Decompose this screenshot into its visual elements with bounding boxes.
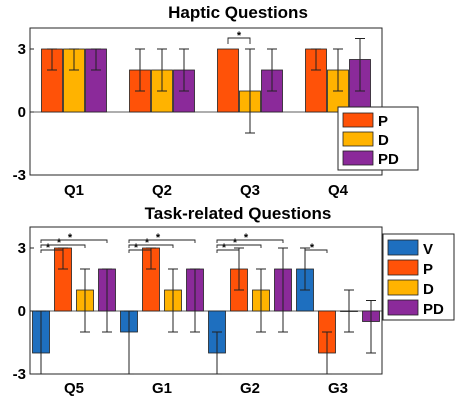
significance-bracket <box>40 239 108 243</box>
legend-swatch <box>342 131 374 147</box>
significance-bracket <box>128 244 174 248</box>
significance-star: * <box>222 242 227 254</box>
significance-bracket <box>128 239 196 243</box>
significance-star: * <box>156 232 161 244</box>
legend-label: PD <box>423 301 444 318</box>
bar <box>217 48 239 113</box>
category-label: Q2 <box>152 182 172 199</box>
category-label: Q3 <box>240 182 260 199</box>
significance-star: * <box>244 232 249 244</box>
significance-bracket <box>216 249 240 253</box>
significance-star: * <box>134 242 139 254</box>
legend-label: P <box>423 261 433 278</box>
category-label: Q5 <box>64 380 84 397</box>
chart-title: Haptic Questions <box>168 3 308 22</box>
legend-swatch <box>387 239 419 256</box>
significance-bracket <box>40 244 86 248</box>
legend-label: D <box>423 281 434 298</box>
legend-label: P <box>378 113 388 130</box>
significance-star: * <box>145 237 150 249</box>
significance-bracket <box>216 244 262 248</box>
plot-area <box>29 226 383 375</box>
legend-swatch <box>342 150 374 166</box>
significance-bracket <box>216 239 284 243</box>
y-tick-label: -3 <box>13 167 26 184</box>
category-label: Q1 <box>64 182 84 199</box>
category-label: G2 <box>240 380 260 397</box>
y-tick-label: 0 <box>18 303 26 320</box>
y-tick-label: 3 <box>18 41 26 58</box>
significance-bracket <box>227 37 251 44</box>
legend-label: V <box>423 241 433 258</box>
plot-area <box>29 27 383 176</box>
legend-swatch <box>387 259 419 276</box>
legend-label: D <box>378 132 389 149</box>
significance-star: * <box>46 242 51 254</box>
significance-star: * <box>310 242 315 254</box>
significance-star: * <box>237 30 242 42</box>
chart-title: Task-related Questions <box>145 204 332 223</box>
category-label: G3 <box>328 380 348 397</box>
category-label: Q4 <box>328 182 349 199</box>
significance-star: * <box>68 232 73 244</box>
legend-swatch <box>387 279 419 296</box>
legend-swatch <box>342 112 374 128</box>
category-label: G1 <box>152 380 172 397</box>
y-tick-label: 0 <box>18 104 26 121</box>
significance-star: * <box>233 237 238 249</box>
legend-swatch <box>387 299 419 316</box>
significance-bracket <box>304 249 328 253</box>
significance-star: * <box>57 237 62 249</box>
legend-label: PD <box>378 151 399 168</box>
significance-bracket <box>128 249 152 253</box>
y-tick-label: 3 <box>18 240 26 257</box>
y-tick-label: -3 <box>13 366 26 383</box>
significance-bracket <box>40 249 64 253</box>
